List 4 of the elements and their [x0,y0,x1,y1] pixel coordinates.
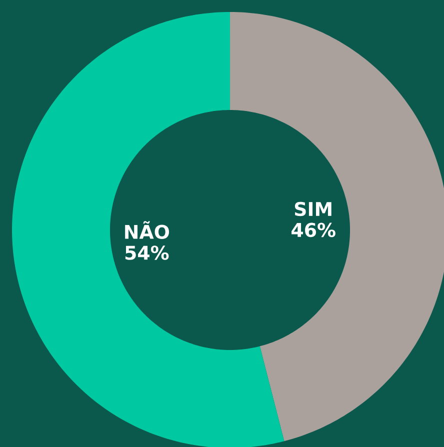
slice-label: NÃO [125,221,170,240]
data-label: 46% [292,222,336,238]
slice-label: SIM [294,202,332,216]
data-label: 54% [125,246,169,260]
